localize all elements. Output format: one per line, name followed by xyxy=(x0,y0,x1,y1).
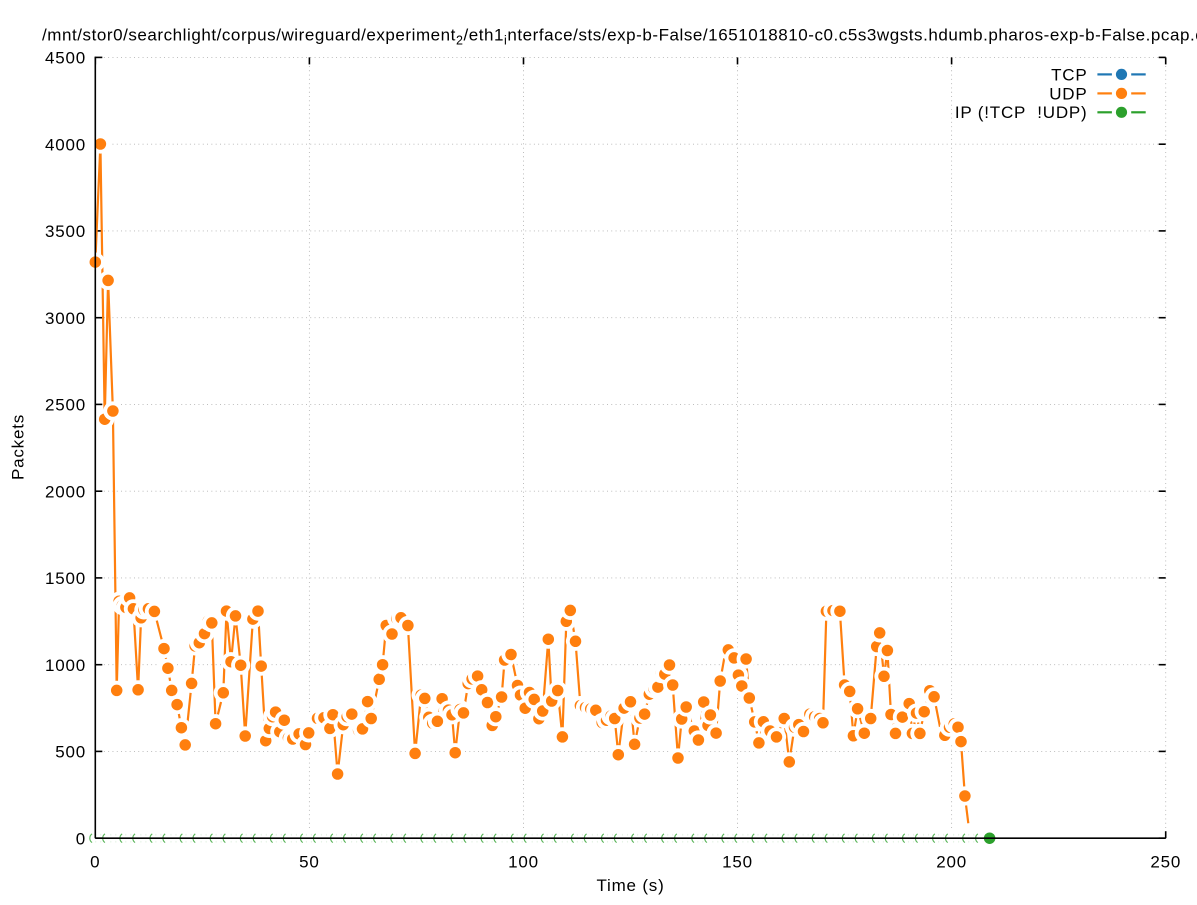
svg-text:250: 250 xyxy=(1150,853,1181,872)
svg-text:3500: 3500 xyxy=(45,222,86,241)
svg-text:3000: 3000 xyxy=(45,309,86,328)
svg-text:2500: 2500 xyxy=(45,396,86,415)
svg-text:0: 0 xyxy=(90,853,100,872)
svg-text:500: 500 xyxy=(55,743,86,762)
svg-text:50: 50 xyxy=(299,853,320,872)
svg-text:/mnt/stor0/searchlight/corpus/: /mnt/stor0/searchlight/corpus/wireguard/… xyxy=(42,26,1197,48)
svg-text:UDP: UDP xyxy=(1049,84,1087,103)
svg-text:1500: 1500 xyxy=(45,569,86,588)
svg-text:Packets: Packets xyxy=(9,414,28,480)
svg-text:100: 100 xyxy=(508,853,539,872)
svg-text:150: 150 xyxy=(722,853,753,872)
svg-text:1000: 1000 xyxy=(45,656,86,675)
svg-text:TCP: TCP xyxy=(1051,65,1087,84)
svg-text:4500: 4500 xyxy=(45,49,86,68)
svg-text:2000: 2000 xyxy=(45,482,86,501)
svg-text:Time (s): Time (s) xyxy=(596,876,664,895)
svg-text:200: 200 xyxy=(936,853,967,872)
svg-text:IP (!TCP !UDP): IP (!TCP !UDP) xyxy=(955,103,1088,122)
svg-text:4000: 4000 xyxy=(45,135,86,154)
svg-text:0: 0 xyxy=(76,829,86,848)
